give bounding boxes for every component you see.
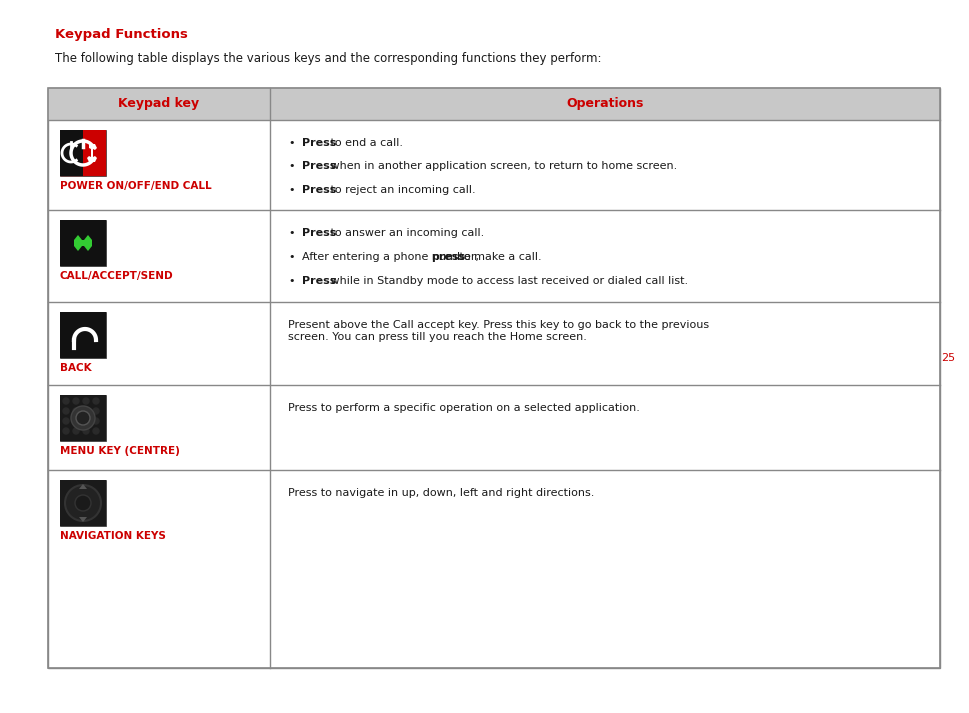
Text: while in Standby mode to access last received or dialed call list.: while in Standby mode to access last rec… xyxy=(327,276,687,286)
Circle shape xyxy=(65,485,101,521)
Bar xyxy=(83,130,106,176)
Text: Press: Press xyxy=(301,138,336,148)
Polygon shape xyxy=(78,484,87,489)
Circle shape xyxy=(63,428,69,434)
Polygon shape xyxy=(87,144,97,162)
Text: to reject an incoming call.: to reject an incoming call. xyxy=(327,185,475,195)
Bar xyxy=(60,220,106,266)
Circle shape xyxy=(63,408,69,414)
Bar xyxy=(60,395,106,441)
Circle shape xyxy=(83,418,89,424)
Text: MENU KEY (CENTRE): MENU KEY (CENTRE) xyxy=(60,446,179,456)
Bar xyxy=(60,395,106,441)
Text: •: • xyxy=(288,138,295,148)
Circle shape xyxy=(93,408,99,414)
Bar xyxy=(60,480,106,526)
Circle shape xyxy=(76,411,90,425)
Circle shape xyxy=(73,408,78,414)
Circle shape xyxy=(73,418,78,424)
Text: BACK: BACK xyxy=(60,363,91,373)
Circle shape xyxy=(73,428,78,434)
Text: Press: Press xyxy=(301,228,336,238)
Text: Keypad key: Keypad key xyxy=(118,98,200,111)
Text: to end a call.: to end a call. xyxy=(327,138,402,148)
Text: Press: Press xyxy=(301,276,336,286)
Text: •: • xyxy=(288,276,295,286)
Circle shape xyxy=(83,428,89,434)
Text: 25: 25 xyxy=(940,353,954,363)
Text: •: • xyxy=(288,185,295,195)
Text: when in another application screen, to return to home screen.: when in another application screen, to r… xyxy=(327,161,676,171)
Text: Keypad Functions: Keypad Functions xyxy=(55,28,188,41)
Text: Press to navigate in up, down, left and right directions.: Press to navigate in up, down, left and … xyxy=(288,488,594,498)
Bar xyxy=(60,480,106,526)
Circle shape xyxy=(73,398,78,404)
Bar xyxy=(85,134,104,172)
Circle shape xyxy=(83,398,89,404)
Text: Operations: Operations xyxy=(566,98,643,111)
Text: Press: Press xyxy=(301,185,336,195)
Circle shape xyxy=(83,408,89,414)
Bar xyxy=(47,88,939,668)
Text: to answer an incoming call.: to answer an incoming call. xyxy=(327,228,484,238)
Text: to make a call.: to make a call. xyxy=(455,252,541,262)
Text: Press to perform a specific operation on a selected application.: Press to perform a specific operation on… xyxy=(288,403,640,413)
Bar xyxy=(60,312,106,358)
Circle shape xyxy=(63,418,69,424)
Bar xyxy=(60,312,106,358)
Text: •: • xyxy=(288,228,295,238)
Text: Your Sonim XP6: Your Sonim XP6 xyxy=(14,356,24,443)
Text: Press: Press xyxy=(301,161,336,171)
Text: Present above the Call accept key. Press this key to go back to the previous
scr: Present above the Call accept key. Press… xyxy=(288,320,708,342)
Circle shape xyxy=(93,398,99,404)
Bar xyxy=(47,88,939,120)
Text: •: • xyxy=(288,252,295,262)
Circle shape xyxy=(93,418,99,424)
Bar xyxy=(60,220,106,266)
Text: •: • xyxy=(288,161,295,171)
Text: POWER ON/OFF/END CALL: POWER ON/OFF/END CALL xyxy=(60,181,211,191)
Text: The following table displays the various keys and the corresponding functions th: The following table displays the various… xyxy=(55,52,601,65)
Polygon shape xyxy=(74,235,92,251)
Bar xyxy=(47,88,939,668)
Bar xyxy=(60,130,83,176)
Text: press: press xyxy=(430,252,464,262)
Text: NAVIGATION KEYS: NAVIGATION KEYS xyxy=(60,531,166,541)
Bar xyxy=(60,130,106,176)
Circle shape xyxy=(63,398,69,404)
Bar xyxy=(60,130,106,176)
Polygon shape xyxy=(78,517,87,522)
Circle shape xyxy=(71,406,95,430)
Text: After entering a phone number,: After entering a phone number, xyxy=(301,252,482,262)
Circle shape xyxy=(93,428,99,434)
Text: CALL/ACCEPT/SEND: CALL/ACCEPT/SEND xyxy=(60,271,173,281)
Circle shape xyxy=(75,495,91,511)
